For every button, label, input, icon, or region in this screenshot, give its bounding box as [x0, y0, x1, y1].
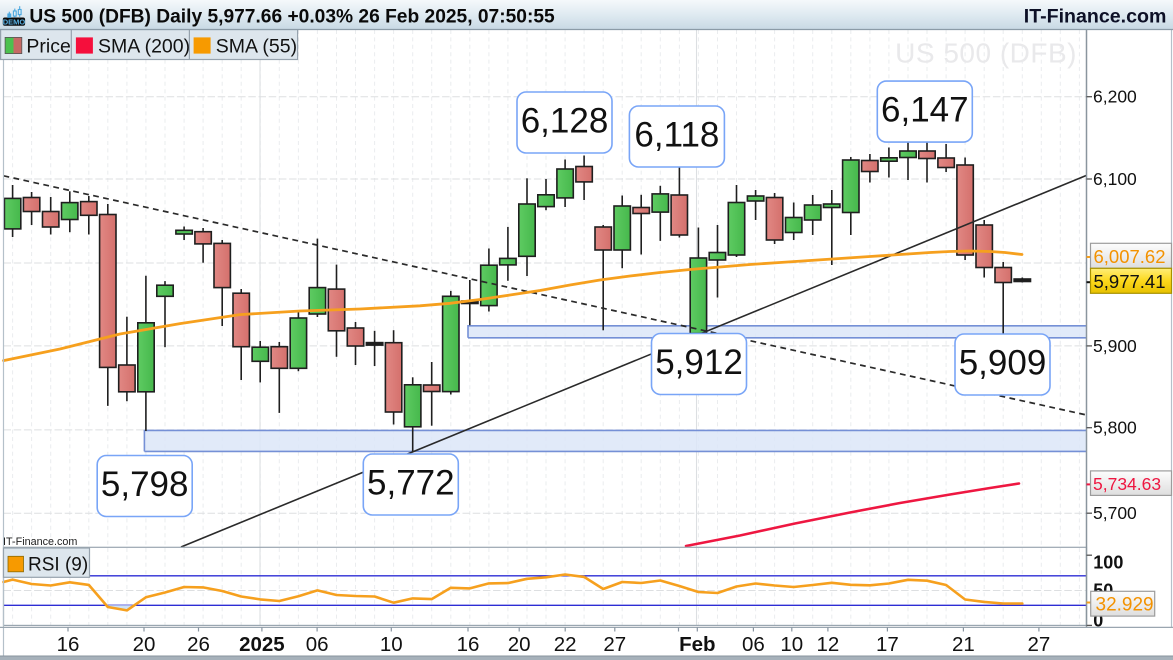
svg-text:06: 06 [306, 633, 329, 656]
svg-text:RSI (9): RSI (9) [28, 555, 88, 576]
svg-text:5,772: 5,772 [367, 464, 455, 503]
svg-text:5,909: 5,909 [959, 344, 1047, 383]
svg-text:32.929: 32.929 [1096, 595, 1154, 616]
svg-text:6,200: 6,200 [1093, 87, 1137, 107]
svg-text:IT-Finance.com: IT-Finance.com [1024, 6, 1167, 28]
svg-text:20: 20 [133, 633, 156, 656]
svg-text:10: 10 [380, 633, 403, 656]
svg-text:22: 22 [554, 633, 577, 656]
svg-text:IT-Finance.com: IT-Finance.com [3, 536, 77, 548]
svg-text:6,147: 6,147 [881, 91, 969, 130]
svg-text:20: 20 [508, 633, 531, 656]
svg-text:5,734.63: 5,734.63 [1093, 474, 1161, 494]
svg-text:US 500 (DFB): US 500 (DFB) [895, 38, 1077, 69]
svg-text:100: 100 [1093, 552, 1123, 572]
svg-text:Price: Price [26, 36, 70, 58]
svg-text:17: 17 [876, 633, 899, 656]
svg-text:0: 0 [1093, 611, 1103, 631]
svg-text:Feb: Feb [679, 633, 715, 656]
svg-text:26: 26 [187, 633, 210, 656]
svg-text:16: 16 [457, 633, 480, 656]
svg-text:6,100: 6,100 [1093, 169, 1137, 189]
svg-text:6,118: 6,118 [634, 116, 719, 155]
svg-text:5,912: 5,912 [655, 343, 743, 382]
svg-text:6,128: 6,128 [521, 102, 609, 141]
svg-text:16: 16 [57, 633, 80, 656]
svg-text:SMA (200): SMA (200) [98, 36, 190, 58]
svg-text:US 500 (DFB) Daily 5,977.66 +0: US 500 (DFB) Daily 5,977.66 +0.03% 26 Fe… [29, 7, 555, 28]
svg-text:06: 06 [742, 633, 765, 656]
svg-text:6,007.62: 6,007.62 [1094, 246, 1166, 267]
svg-text:27: 27 [603, 633, 626, 656]
svg-text:12: 12 [816, 633, 839, 656]
svg-text:5,700: 5,700 [1093, 503, 1137, 523]
svg-text:5,900: 5,900 [1093, 336, 1137, 356]
svg-text:2025: 2025 [239, 633, 285, 656]
svg-text:5,800: 5,800 [1093, 418, 1137, 438]
svg-text:5,798: 5,798 [101, 465, 189, 504]
svg-text:DEMO: DEMO [3, 17, 26, 26]
svg-text:5,977.41: 5,977.41 [1094, 271, 1166, 292]
svg-text:10: 10 [780, 633, 803, 656]
svg-text:21: 21 [952, 633, 975, 656]
svg-text:SMA (55): SMA (55) [216, 36, 297, 58]
svg-text:27: 27 [1027, 633, 1050, 656]
